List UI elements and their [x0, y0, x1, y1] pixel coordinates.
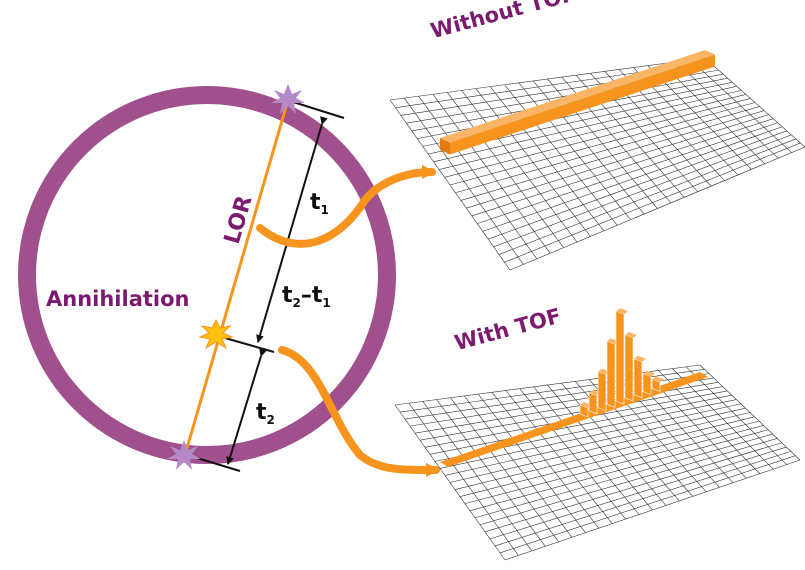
t2-main: t — [256, 400, 267, 425]
tof-histogram-column-top — [625, 332, 637, 338]
grid-line — [489, 446, 787, 540]
grid-line — [685, 366, 787, 465]
top-detection-burst — [271, 84, 305, 114]
tof-histogram-column — [642, 373, 652, 396]
arrow-to-with-tof — [278, 346, 440, 478]
annihilation-star — [198, 318, 234, 350]
tof-bar-uniform-front — [450, 54, 715, 155]
t1-label: t1 — [310, 190, 329, 217]
diff-subscript-1: 1 — [322, 296, 331, 310]
grid-line — [699, 364, 801, 461]
grid-line — [704, 57, 805, 148]
grid-line — [672, 368, 774, 470]
t2-minus-t1-label: t2–t1 — [282, 283, 331, 310]
tof-bar-uniform-side — [440, 138, 450, 155]
grid-line — [494, 451, 792, 547]
tof-bar-uniform-top — [440, 50, 715, 143]
tof-histogram-column-top — [616, 308, 628, 315]
grid-line — [498, 138, 797, 255]
grid-line — [661, 63, 765, 164]
grid-line — [466, 114, 769, 209]
grid-line — [509, 146, 805, 271]
grid-line — [588, 379, 693, 497]
diff-subscript-2: 2 — [292, 296, 301, 310]
tof-histogram-column — [588, 392, 598, 415]
annihilation-label: Annihilation — [46, 287, 190, 311]
t2-subscript: 2 — [266, 413, 275, 427]
grid-line — [460, 110, 765, 201]
tick-top-detector — [289, 100, 345, 119]
diff-minus-t: –t — [300, 283, 323, 308]
grid-line — [454, 416, 755, 490]
grid-line — [504, 459, 801, 561]
grid-line — [482, 126, 783, 232]
grid-line — [484, 442, 782, 533]
grid-line — [499, 455, 796, 554]
t2-label: t2 — [256, 400, 275, 427]
uniform-backprojection-bar — [440, 50, 715, 155]
grid-line — [474, 433, 773, 519]
grid-line — [493, 134, 792, 248]
tof-histogram-column-top — [652, 376, 664, 383]
diff-t: t — [282, 283, 293, 308]
grid-line — [471, 118, 774, 217]
t1-main: t — [310, 190, 321, 215]
grid-line — [464, 425, 764, 504]
tof-histogram-column — [597, 371, 607, 412]
tof-histogram-column — [633, 358, 643, 399]
detector-ring — [18, 86, 396, 464]
tof-histogram-column-top — [634, 355, 646, 362]
arrow-to-without-tof — [256, 165, 436, 248]
grid-line — [455, 106, 760, 194]
grid-line — [561, 382, 667, 506]
grid-line — [477, 122, 778, 224]
distance-arrow-t2-minus-t1 — [256, 116, 328, 343]
t1-subscript: 1 — [320, 203, 329, 217]
distance-arrow-t2 — [226, 348, 267, 465]
tof-histogram-column — [606, 340, 616, 408]
grid-line — [459, 420, 760, 497]
bottom-detection-burst — [167, 440, 201, 470]
grid-line — [469, 429, 769, 511]
tof-histogram-column — [615, 310, 625, 405]
tof-histogram-column — [579, 404, 589, 418]
grid-line — [504, 142, 801, 263]
grid-line — [547, 384, 653, 511]
grid-line — [676, 61, 779, 159]
grid-line — [479, 438, 778, 526]
tof-histogram-column-top — [643, 370, 655, 377]
tof-histogram-column — [624, 334, 634, 402]
grid-line — [488, 130, 787, 240]
tof-backprojection — [440, 308, 708, 467]
tof-histogram-column — [651, 378, 661, 392]
grid-line — [690, 59, 792, 153]
